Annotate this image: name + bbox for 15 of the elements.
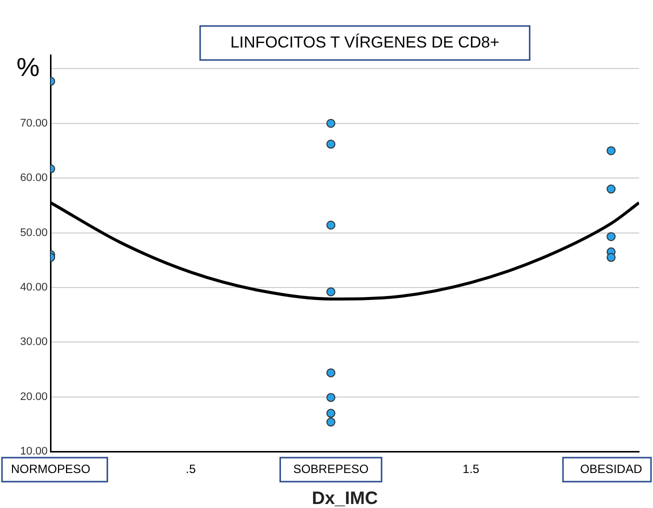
y-tick-label: 60.00 xyxy=(20,172,48,184)
y-tick-label: 70.00 xyxy=(20,117,48,130)
x-tick-label: SOBREPESO xyxy=(293,462,369,476)
x-axis-title: Dx_IMC xyxy=(312,488,378,508)
y-tick-label: 20.00 xyxy=(20,390,48,403)
x-tick-label: 1.5 xyxy=(462,462,480,476)
chart-title: LINFOCITOS T VÍRGENES DE CD8+ xyxy=(230,33,500,52)
x-tick-label: OBESIDAD xyxy=(580,462,642,476)
y-tick-label: 10.00 xyxy=(20,446,48,458)
x-tick-label: NORMOPESO xyxy=(11,462,90,476)
y-tick-label: 50.00 xyxy=(20,226,48,239)
y-tick-label: 30.00 xyxy=(20,336,48,348)
x-tick-label: .5 xyxy=(186,462,196,476)
y-tick-label: 40.00 xyxy=(20,282,48,294)
y-axis-title: % xyxy=(16,52,40,82)
